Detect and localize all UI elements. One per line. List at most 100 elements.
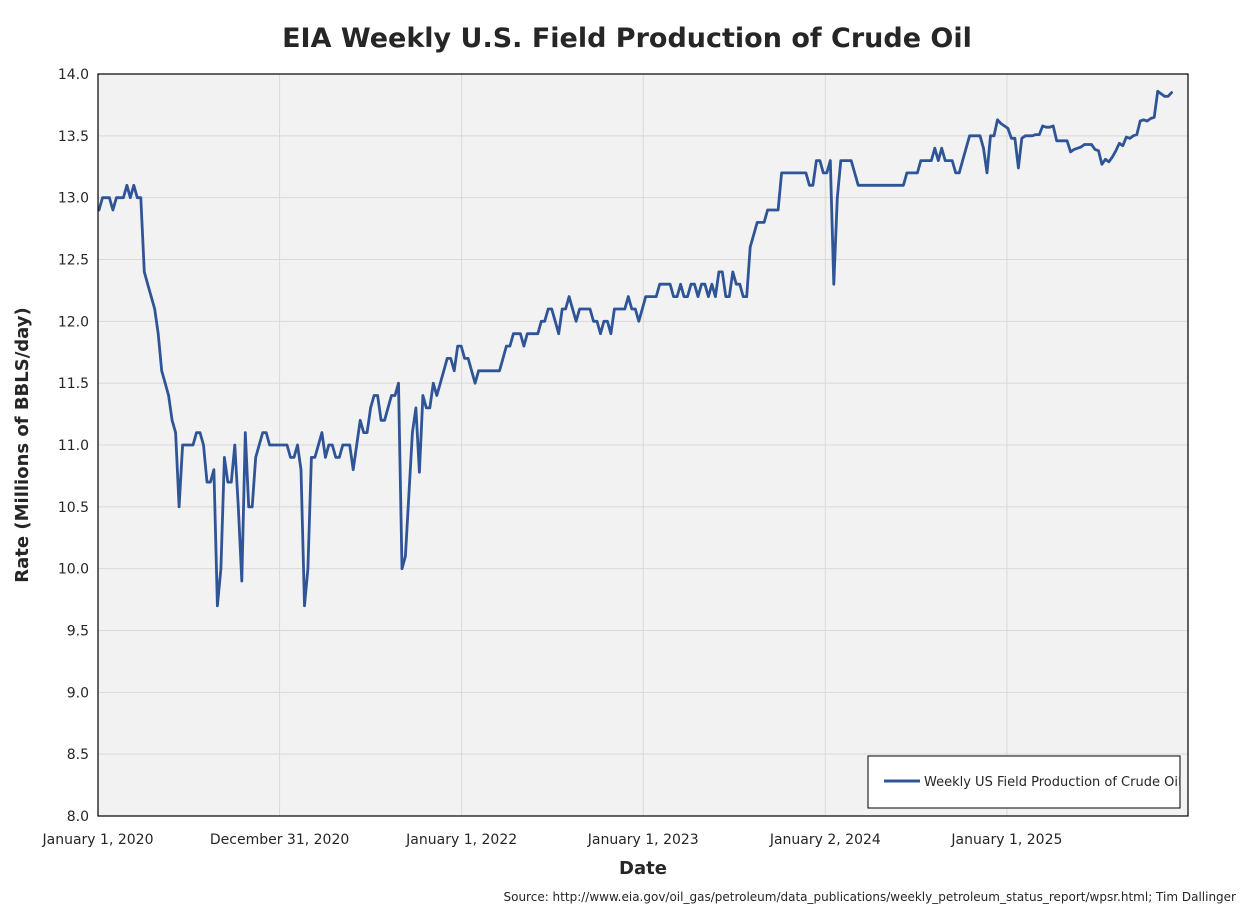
data-point (334, 456, 337, 459)
data-point (400, 567, 404, 570)
data-point (205, 480, 209, 484)
y-tick-label: 9.5 (67, 624, 89, 640)
data-point (916, 171, 919, 175)
data-point (184, 443, 188, 447)
data-point (874, 184, 877, 187)
data-point (404, 555, 407, 558)
data-point (505, 344, 508, 348)
data-point (435, 394, 438, 397)
data-point (964, 147, 968, 150)
data-point (494, 369, 498, 372)
data-point (247, 505, 250, 508)
x-axis-title: Date (619, 858, 667, 879)
data-point (877, 184, 881, 187)
data-point (487, 369, 491, 372)
data-point (122, 196, 125, 199)
data-point (731, 270, 734, 274)
data-point (108, 196, 111, 199)
data-point (867, 184, 870, 187)
series-layer (97, 89, 1173, 608)
data-point (177, 505, 181, 508)
data-point (386, 406, 390, 410)
data-point (244, 431, 247, 434)
data-point (226, 480, 229, 484)
x-tick-label: December 31, 2020 (210, 832, 349, 848)
data-point (212, 468, 216, 471)
plot-border (97, 73, 1189, 817)
data-point (139, 196, 142, 199)
data-point (473, 382, 477, 385)
x-tick-label: January 2, 2024 (769, 832, 881, 848)
source-note: Source: http://www.eia.gov/oil_gas/petro… (503, 890, 1236, 904)
data-point (944, 159, 947, 162)
data-point (1107, 160, 1111, 163)
x-axis-ticks: January 1, 2020 December 31, 2020 January … (42, 832, 1063, 848)
data-point (571, 307, 574, 311)
data-point (850, 159, 853, 162)
data-point (251, 505, 254, 508)
data-point (164, 382, 167, 385)
data-point (881, 184, 884, 187)
data-point (975, 134, 978, 137)
data-point (554, 320, 557, 323)
data-point (672, 295, 675, 298)
data-point (602, 320, 606, 323)
data-point (484, 369, 487, 372)
data-point (574, 320, 578, 323)
data-point (519, 332, 522, 335)
data-point (606, 320, 609, 323)
data-point (428, 406, 431, 410)
data-point (992, 134, 996, 137)
data-point (811, 184, 815, 187)
data-point (240, 579, 243, 583)
data-point (143, 270, 146, 274)
data-point (738, 283, 741, 286)
x-tick-label: January 1, 2020 (42, 832, 154, 848)
data-point (372, 394, 376, 397)
y-axis-title: Rate (Millions of BBLS/day) (12, 307, 33, 582)
data-point (466, 357, 470, 360)
data-point (1114, 149, 1118, 152)
data-point (822, 171, 825, 175)
data-point (769, 208, 773, 212)
data-point (195, 431, 198, 434)
data-point (348, 443, 351, 447)
data-point (609, 332, 613, 335)
y-tick-label: 10.5 (58, 500, 89, 516)
data-point (1041, 124, 1044, 128)
data-point (895, 184, 898, 187)
data-point (578, 307, 581, 311)
data-point (930, 159, 933, 162)
data-point (679, 283, 682, 286)
data-point (989, 134, 992, 137)
data-point (1076, 147, 1079, 150)
data-point (700, 283, 703, 286)
data-point (773, 208, 776, 212)
y-tick-label: 12.0 (58, 314, 89, 330)
data-point (383, 419, 386, 422)
data-point (501, 357, 505, 360)
data-point (275, 443, 278, 447)
data-point (355, 443, 358, 447)
data-point (181, 443, 184, 447)
data-point (449, 357, 452, 360)
data-point (783, 171, 787, 175)
data-point (1069, 150, 1072, 154)
data-point (808, 184, 811, 187)
data-point (421, 394, 425, 397)
data-point (1086, 143, 1090, 146)
data-point (616, 307, 620, 311)
data-point (198, 431, 202, 434)
data-point (508, 344, 512, 348)
data-point (1083, 143, 1086, 146)
data-point (1146, 119, 1149, 123)
data-point (233, 443, 236, 447)
data-point (362, 431, 365, 434)
data-point (261, 431, 264, 434)
data-point (958, 171, 961, 175)
data-point (888, 184, 891, 187)
data-point (115, 196, 118, 199)
data-point (863, 184, 867, 187)
data-point (230, 480, 233, 484)
